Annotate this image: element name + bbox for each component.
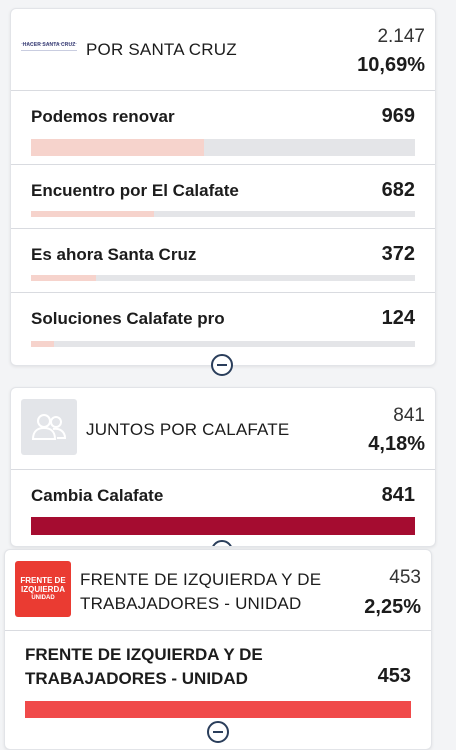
vote-bar: [25, 701, 411, 718]
candidate-row: Cambia Calafate 841: [11, 470, 435, 546]
frente-de-izquierda-logo: FRENTE DE IZQUIERDA UNIDAD: [15, 561, 71, 617]
candidate-votes: 453: [377, 665, 411, 687]
party-percent: 10,69%: [357, 54, 425, 76]
candidate-row: Es ahora Santa Cruz 372: [11, 229, 435, 293]
logo-line: FRENTE DE: [20, 575, 66, 585]
party-percent: 4,18%: [368, 433, 425, 455]
candidate-name: Encuentro por El Calafate: [31, 181, 239, 200]
party-card-juntos-por-calafate: JUNTOS POR CALAFATE 841 4,18% Cambia Cal…: [10, 387, 436, 547]
party-percent: 2,25%: [364, 596, 421, 618]
vote-bar-fill: [31, 275, 97, 281]
logo-line: UNIDAD: [31, 594, 55, 601]
vote-bar: [31, 341, 415, 347]
candidate-votes: 124: [381, 307, 415, 329]
candidate-votes: 969: [381, 105, 415, 127]
vote-bar: [31, 139, 415, 156]
party-name: JUNTOS POR CALAFATE: [86, 420, 290, 439]
candidate-votes: 372: [381, 243, 415, 265]
candidate-name: FRENTE DE IZQUIERDA Y DE TRABAJADORES - …: [25, 643, 263, 691]
vote-bar-fill: [31, 341, 55, 347]
party-name: FRENTE DE IZQUIERDA Y DE TRABAJADORES - …: [80, 568, 321, 616]
party-votes: 453: [389, 567, 421, 588]
collapse-minus-icon[interactable]: [211, 354, 233, 376]
vote-bar: [31, 517, 415, 535]
party-header: FRENTE DE IZQUIERDA UNIDAD FRENTE DE IZQ…: [5, 550, 431, 631]
party-card-frente-de-izquierda: FRENTE DE IZQUIERDA UNIDAD FRENTE DE IZQ…: [4, 549, 432, 750]
candidate-name: Podemos renovar: [31, 107, 175, 126]
logo-line: IZQUIERDA: [21, 584, 65, 594]
hacer-santa-cruz-logo: HACER SANTA CRUZ: [21, 38, 77, 56]
party-name: POR SANTA CRUZ: [86, 40, 237, 59]
candidate-row: FRENTE DE IZQUIERDA Y DE TRABAJADORES - …: [5, 631, 431, 749]
vote-bar-fill: [25, 701, 411, 718]
group-placeholder-icon: [21, 399, 77, 455]
candidate-row: Encuentro por El Calafate 682: [11, 165, 435, 229]
party-card-por-santa-cruz: HACER SANTA CRUZ POR SANTA CRUZ 2.147 10…: [10, 8, 436, 376]
vote-bar-fill: [31, 517, 415, 535]
candidate-name: Es ahora Santa Cruz: [31, 245, 197, 264]
party-header: JUNTOS POR CALAFATE 841 4,18%: [11, 388, 435, 470]
candidate-row: Podemos renovar 969: [11, 91, 435, 165]
candidate-row: Soluciones Calafate pro 124: [11, 293, 435, 353]
vote-bar: [31, 275, 415, 281]
candidate-name-line: TRABAJADORES - UNIDAD: [25, 669, 248, 688]
candidate-votes: 682: [381, 179, 415, 201]
candidate-votes: 841: [381, 484, 415, 506]
candidate-name: Soluciones Calafate pro: [31, 309, 225, 328]
vote-bar-fill: [31, 139, 204, 156]
candidate-name-line: FRENTE DE IZQUIERDA Y DE: [25, 645, 263, 664]
party-header: HACER SANTA CRUZ POR SANTA CRUZ 2.147 10…: [11, 9, 435, 91]
party-name-line: TRABAJADORES - UNIDAD: [80, 594, 302, 613]
party-votes: 841: [393, 405, 425, 426]
vote-bar: [31, 211, 415, 217]
party-name-line: FRENTE DE IZQUIERDA Y DE: [80, 570, 322, 589]
collapse-minus-icon[interactable]: [207, 721, 229, 743]
candidate-name: Cambia Calafate: [31, 486, 164, 505]
party-votes: 2.147: [377, 26, 425, 47]
vote-bar-fill: [31, 211, 154, 217]
logo-text: HACER SANTA CRUZ: [22, 42, 76, 48]
